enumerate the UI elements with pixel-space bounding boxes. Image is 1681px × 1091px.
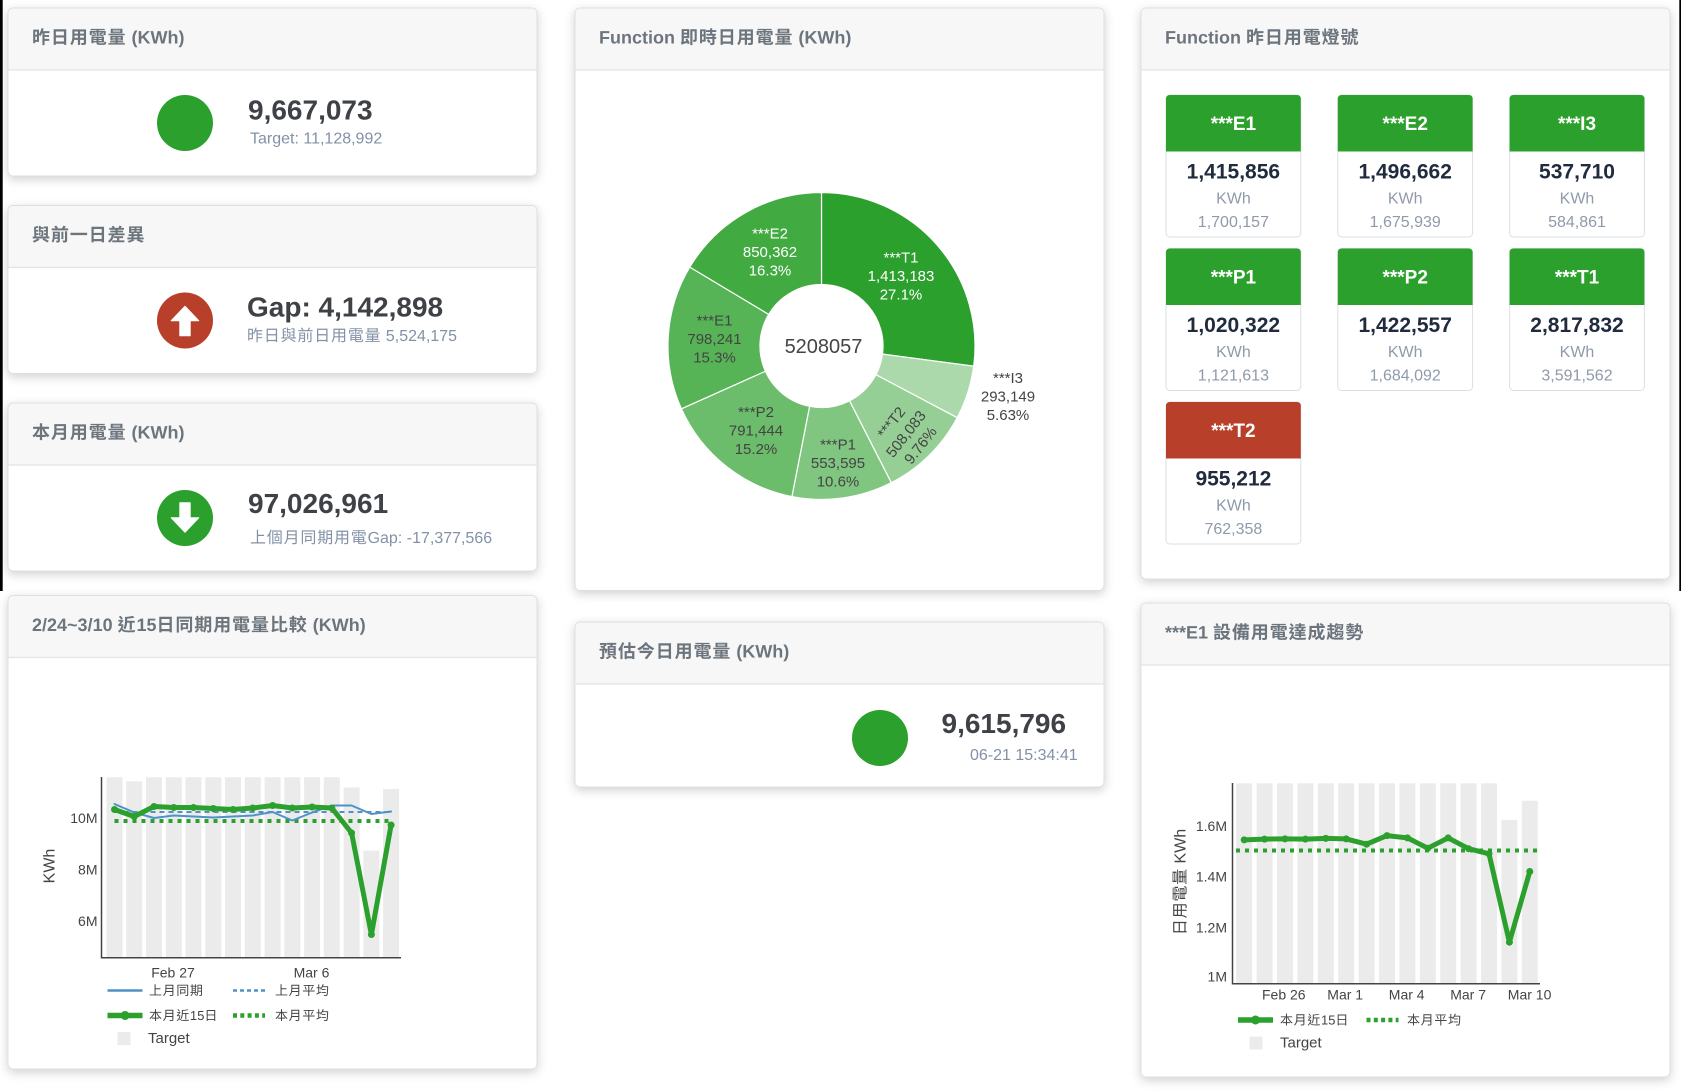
svg-text:3,591,562: 3,591,562 [1541, 368, 1612, 385]
svg-text:KWh: KWh [1216, 344, 1251, 361]
svg-text:1,422,557: 1,422,557 [1358, 314, 1451, 337]
svg-text:16.3%: 16.3% [749, 263, 792, 280]
svg-text:8M: 8M [78, 862, 97, 878]
svg-text:1,121,613: 1,121,613 [1198, 368, 1269, 385]
svg-text:27.1%: 27.1% [880, 287, 923, 304]
svg-text:5208057: 5208057 [785, 336, 863, 358]
svg-text:***T2: ***T2 [1211, 421, 1255, 442]
svg-text:762,358: 762,358 [1204, 521, 1262, 538]
svg-text:***E1: ***E1 [697, 313, 733, 330]
svg-text:1,413,183: 1,413,183 [868, 268, 935, 285]
svg-text:Gap: 4,142,898: Gap: 4,142,898 [247, 292, 443, 323]
svg-text:***I3: ***I3 [993, 370, 1023, 387]
svg-text:6M: 6M [78, 913, 97, 929]
svg-text:***P2: ***P2 [1382, 268, 1427, 289]
svg-text:KWh: KWh [1216, 191, 1251, 208]
svg-text:293,149: 293,149 [981, 389, 1035, 406]
svg-text:10M: 10M [70, 810, 97, 826]
svg-text:2,817,832: 2,817,832 [1530, 314, 1623, 337]
svg-text:798,241: 798,241 [687, 331, 741, 348]
svg-text:537,710: 537,710 [1539, 161, 1615, 184]
svg-text:97,026,961: 97,026,961 [248, 488, 388, 519]
svg-text:955,212: 955,212 [1195, 468, 1271, 491]
svg-text:Mar 6: Mar 6 [294, 965, 330, 981]
svg-text:1,700,157: 1,700,157 [1198, 214, 1269, 231]
svg-text:***E1: ***E1 [1211, 114, 1257, 135]
svg-text:1.6M: 1.6M [1196, 818, 1227, 834]
svg-text:***T1: ***T1 [883, 250, 918, 267]
svg-text:Mar 7: Mar 7 [1450, 987, 1486, 1003]
svg-text:1M: 1M [1208, 969, 1227, 985]
svg-text:Feb 26: Feb 26 [1262, 987, 1306, 1003]
svg-text:553,595: 553,595 [811, 455, 865, 472]
svg-text:***E2: ***E2 [752, 226, 788, 243]
svg-text:***P2: ***P2 [738, 404, 774, 421]
svg-text:Target: 11,128,992: Target: 11,128,992 [250, 131, 382, 148]
svg-text:5.63%: 5.63% [987, 407, 1030, 424]
svg-text:KWh: KWh [1388, 191, 1423, 208]
svg-text:10.6%: 10.6% [817, 474, 860, 491]
svg-text:Feb 27: Feb 27 [151, 965, 195, 981]
svg-text:KWh: KWh [1560, 344, 1595, 361]
svg-text:9,667,073: 9,667,073 [248, 95, 373, 126]
svg-text:KWh: KWh [1216, 498, 1251, 515]
svg-text:1,496,662: 1,496,662 [1358, 161, 1451, 184]
svg-text:9,615,796: 9,615,796 [942, 708, 1067, 739]
svg-text:15.3%: 15.3% [693, 350, 736, 367]
svg-text:***I3: ***I3 [1558, 114, 1596, 135]
svg-text:KWh: KWh [1388, 344, 1423, 361]
svg-text:1,415,856: 1,415,856 [1187, 161, 1280, 184]
svg-text:***T1: ***T1 [1555, 268, 1600, 289]
svg-text:1,675,939: 1,675,939 [1370, 214, 1441, 231]
svg-text:KWh: KWh [1560, 191, 1595, 208]
svg-text:15.2%: 15.2% [735, 441, 778, 458]
svg-text:1.4M: 1.4M [1196, 869, 1227, 885]
svg-text:***P1: ***P1 [820, 437, 856, 454]
svg-text:Target: Target [148, 1030, 191, 1047]
svg-text:791,444: 791,444 [729, 423, 783, 440]
svg-text:1.2M: 1.2M [1196, 919, 1227, 935]
svg-text:***P1: ***P1 [1211, 268, 1257, 289]
svg-text:Mar 4: Mar 4 [1389, 987, 1425, 1003]
svg-text:1,020,322: 1,020,322 [1187, 314, 1280, 337]
svg-text:Mar 10: Mar 10 [1508, 987, 1552, 1003]
svg-text:850,362: 850,362 [743, 244, 797, 261]
svg-text:KWh: KWh [42, 849, 59, 884]
svg-text:1,684,092: 1,684,092 [1370, 368, 1441, 385]
svg-text:06-21 15:34:41: 06-21 15:34:41 [970, 747, 1078, 764]
svg-text:Mar 1: Mar 1 [1327, 987, 1363, 1003]
svg-text:Target: Target [1280, 1035, 1323, 1052]
svg-text:***E2: ***E2 [1382, 114, 1427, 135]
svg-text:584,861: 584,861 [1548, 214, 1606, 231]
